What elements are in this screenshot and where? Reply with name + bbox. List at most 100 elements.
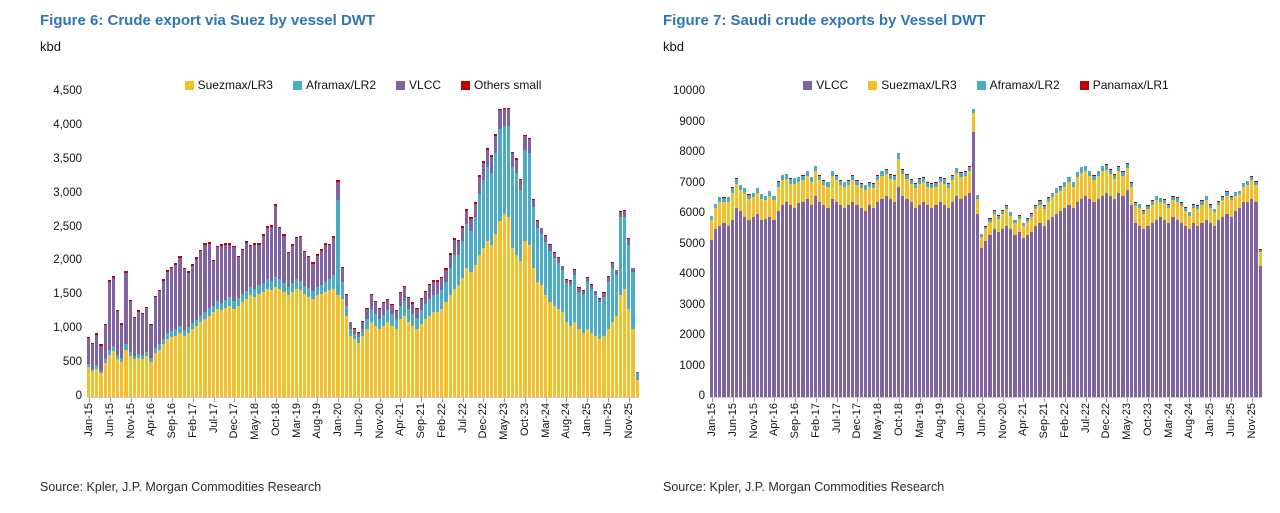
stacked-bar-Dec-25: [1254, 181, 1258, 397]
x-tick-mark: [712, 398, 714, 402]
x-tick-label: Nov-25: [622, 403, 635, 439]
bar-segment: [440, 277, 444, 279]
bar-segment: [91, 344, 95, 370]
bar-segment: [494, 134, 498, 137]
bar-segment: [764, 196, 768, 201]
bar-segment: [120, 323, 124, 325]
bar-segment: [872, 207, 876, 397]
bar-segment: [535, 227, 540, 282]
bar-segment: [107, 354, 111, 397]
bar-segment: [548, 243, 552, 245]
bar-segment: [344, 315, 348, 397]
bar-segment: [581, 289, 585, 291]
stacked-bar-Aug-22: [1088, 170, 1092, 397]
bar-segment: [311, 290, 315, 299]
bar-segment: [1067, 204, 1071, 397]
bar-segment: [199, 251, 203, 316]
bar-segment: [1109, 195, 1113, 397]
bar-segment: [402, 300, 407, 316]
bar-segment: [1104, 164, 1108, 170]
bar-segment: [1042, 205, 1046, 210]
stacked-bar-Nov-21: [1050, 192, 1054, 397]
bar-segment: [128, 300, 132, 302]
bar-segment: [303, 251, 307, 286]
bar-segment: [427, 315, 431, 397]
bar-segment: [934, 186, 938, 205]
stacked-bar-Apr-23: [1121, 171, 1125, 397]
stacked-bar-Mar-19: [294, 236, 298, 397]
stacked-bar-Jan-25: [585, 277, 589, 397]
bar-segment: [469, 271, 473, 397]
bar-segment: [1138, 203, 1142, 208]
bar-segment: [963, 195, 967, 397]
bar-segment: [1092, 180, 1096, 202]
bar-segment: [976, 214, 980, 397]
bar-segment: [178, 332, 182, 397]
figure-7-plot-area: [710, 92, 1262, 398]
stacked-bar-Mar-22: [444, 268, 448, 397]
bar-segment: [190, 323, 195, 330]
bar-segment: [847, 185, 851, 205]
stacked-bar-Mar-21: [1017, 215, 1021, 397]
bar-segment: [361, 322, 365, 330]
bar-segment: [265, 288, 269, 397]
bar-segment: [415, 308, 419, 318]
legend-item-panamax-lr1: Panamax/LR1: [1079, 78, 1169, 92]
bar-segment: [377, 307, 382, 309]
bar-segment: [718, 226, 722, 397]
x-tick-mark: [1168, 398, 1170, 402]
bar-segment: [552, 252, 556, 259]
x-tick-label: Mar-19: [290, 403, 303, 438]
bar-segment: [448, 253, 452, 255]
bar-segment: [1013, 220, 1017, 224]
bar-segment: [249, 245, 253, 287]
bar-segment: [1054, 214, 1059, 397]
x-tick-mark: [296, 398, 298, 402]
x-tick-mark: [192, 398, 194, 402]
bar-segment: [730, 192, 734, 221]
stacked-bar-Oct-16: [174, 262, 178, 397]
bar-segment: [772, 200, 776, 221]
bar-segment: [120, 324, 124, 359]
bar-segment: [244, 243, 249, 291]
bar-segment: [398, 305, 402, 320]
stacked-bar-Jul-25: [610, 261, 614, 397]
bar-segment: [174, 262, 178, 265]
bar-segment: [623, 209, 627, 211]
bar-segment: [1117, 171, 1121, 193]
stacked-bar-Sep-25: [619, 210, 623, 397]
bar-segment: [834, 201, 838, 397]
stacked-bar-Nov-16: [178, 256, 182, 397]
bar-segment: [585, 281, 589, 330]
bar-segment: [851, 201, 855, 397]
stacked-bar-Nov-19: [951, 175, 955, 397]
x-tick-mark: [566, 398, 568, 402]
bar-segment: [892, 201, 897, 397]
bar-segment: [535, 220, 540, 228]
bar-segment: [452, 239, 456, 255]
bar-segment: [548, 244, 552, 251]
bar-segment: [328, 289, 332, 397]
bar-segment: [203, 319, 207, 397]
bar-segment: [1017, 215, 1021, 219]
bar-segment: [1100, 195, 1104, 397]
bar-segment: [921, 182, 926, 202]
bar-segment: [747, 220, 751, 397]
bar-segment: [1013, 223, 1017, 236]
bar-segment: [494, 136, 498, 154]
x-tick-mark: [587, 398, 589, 402]
bar-segment: [149, 324, 153, 359]
stacked-bar-Feb-18: [863, 184, 867, 397]
bar-segment: [917, 183, 921, 205]
stacked-bar-Nov-22: [477, 174, 481, 397]
stacked-bar-Oct-24: [1196, 205, 1200, 397]
bar-segment: [1063, 207, 1067, 397]
bar-segment: [527, 138, 531, 140]
bar-segment: [373, 325, 377, 397]
bar-segment: [967, 171, 971, 193]
bar-segment: [1200, 204, 1204, 224]
bar-segment: [710, 220, 714, 240]
bar-segment: [980, 234, 984, 237]
stacked-bar-Jan-20: [959, 172, 963, 397]
bar-segment: [1084, 166, 1088, 172]
